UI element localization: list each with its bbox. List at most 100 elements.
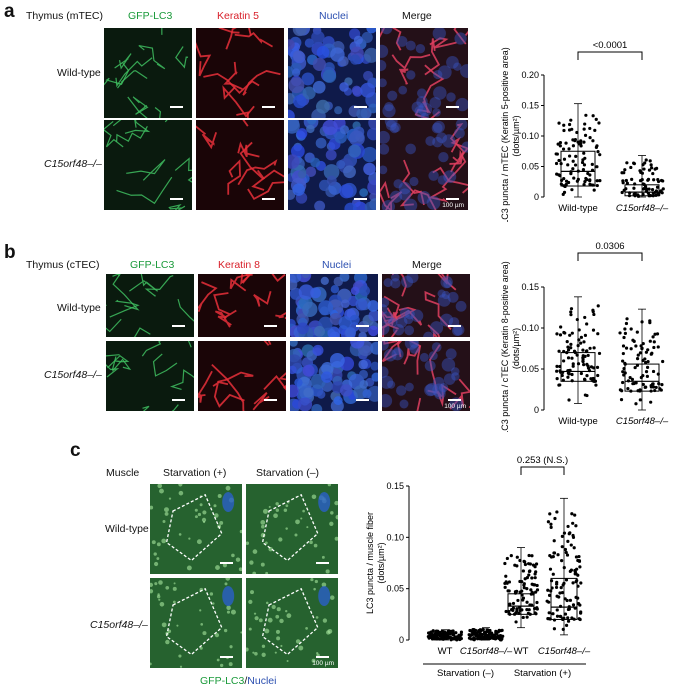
data-point — [651, 335, 655, 339]
data-point — [646, 360, 650, 364]
scale-bar — [220, 562, 233, 564]
data-point — [579, 144, 583, 148]
data-point — [652, 345, 656, 350]
data-point — [636, 353, 640, 357]
data-point — [533, 572, 537, 576]
micrograph-a-merge-0 — [380, 28, 468, 118]
panel-a-letter: a — [4, 1, 15, 22]
data-point — [588, 126, 592, 131]
box — [560, 352, 596, 382]
row-label-wildtype: Wild-type — [57, 67, 101, 79]
data-point — [646, 348, 650, 352]
p-value: 0.0306 — [595, 241, 624, 252]
data-point — [574, 524, 578, 528]
col-header-gfp-lc3-b: GFP-LC3 — [130, 259, 175, 271]
data-point — [555, 377, 559, 381]
data-point — [560, 534, 564, 538]
significance-bracket — [520, 466, 565, 475]
data-point — [632, 186, 636, 190]
data-point — [568, 531, 572, 535]
data-point — [577, 328, 581, 332]
data-point — [561, 192, 565, 196]
data-point — [534, 590, 538, 594]
data-point — [535, 607, 539, 611]
data-point — [555, 608, 559, 612]
x-tick-label: C15orf48–/– — [616, 416, 669, 427]
data-point — [642, 186, 646, 191]
data-point — [645, 365, 650, 369]
data-point — [525, 587, 529, 591]
data-point — [567, 372, 571, 376]
scale-bar — [172, 325, 185, 327]
data-point — [592, 312, 596, 317]
data-point — [558, 144, 562, 148]
data-point — [568, 333, 572, 337]
data-point — [594, 383, 598, 387]
micrograph-b-red-0 — [198, 274, 286, 337]
micrograph-a-blue-0 — [288, 28, 376, 118]
data-point — [534, 562, 539, 566]
p-value: 0.253 (N.S.) — [517, 455, 568, 466]
data-point — [571, 362, 575, 366]
x-tick-label: C15orf48–/– — [460, 646, 513, 657]
data-point — [559, 325, 563, 329]
data-point — [629, 165, 633, 170]
data-point — [459, 630, 464, 634]
data-point — [579, 371, 583, 376]
data-point — [573, 568, 577, 573]
data-point — [647, 187, 651, 191]
data-point — [579, 341, 583, 345]
data-point — [571, 603, 576, 607]
data-point — [569, 543, 573, 547]
y-tick-label: 0.05 — [386, 584, 404, 594]
y-axis-label: LC3 puncta / cTEC (Keratin 8-positive ar… — [500, 261, 521, 432]
data-point — [660, 382, 664, 387]
data-point — [656, 345, 660, 349]
data-point — [450, 630, 454, 634]
data-point — [527, 573, 531, 577]
data-point — [583, 315, 587, 320]
data-point — [429, 630, 433, 634]
x-tick-label: Wild-type — [558, 416, 598, 427]
data-point — [579, 610, 583, 614]
y-tick-label: 0.10 — [521, 323, 539, 333]
data-point — [562, 531, 567, 535]
data-point — [571, 581, 575, 585]
col-header-keratin5: Keratin 5 — [217, 10, 260, 22]
data-point — [581, 359, 585, 364]
data-point — [619, 397, 624, 402]
data-point — [552, 618, 557, 622]
scale-bar — [170, 198, 183, 200]
data-point — [621, 344, 626, 348]
data-point — [582, 340, 586, 344]
data-point — [522, 586, 526, 590]
scale-bar — [448, 325, 461, 327]
data-point — [528, 569, 532, 573]
data-point — [563, 547, 568, 552]
data-point — [572, 176, 576, 180]
data-point — [629, 327, 633, 331]
data-point — [572, 546, 576, 550]
data-point — [585, 362, 589, 366]
row-label-wildtype-b: Wild-type — [57, 302, 101, 314]
data-point — [557, 349, 561, 353]
data-point — [574, 154, 578, 158]
data-point — [495, 630, 499, 634]
data-point — [650, 188, 655, 192]
data-point — [547, 600, 551, 604]
data-point — [567, 147, 571, 151]
data-point — [570, 356, 574, 360]
data-point — [558, 333, 563, 337]
data-point — [527, 608, 531, 612]
data-point — [582, 127, 586, 131]
data-point — [554, 152, 558, 156]
data-point — [591, 379, 595, 383]
data-point — [561, 627, 565, 631]
data-point — [624, 178, 628, 183]
data-point — [563, 597, 567, 601]
data-point — [574, 572, 578, 576]
data-point — [562, 330, 566, 335]
data-point — [476, 630, 480, 634]
data-point — [624, 321, 629, 326]
